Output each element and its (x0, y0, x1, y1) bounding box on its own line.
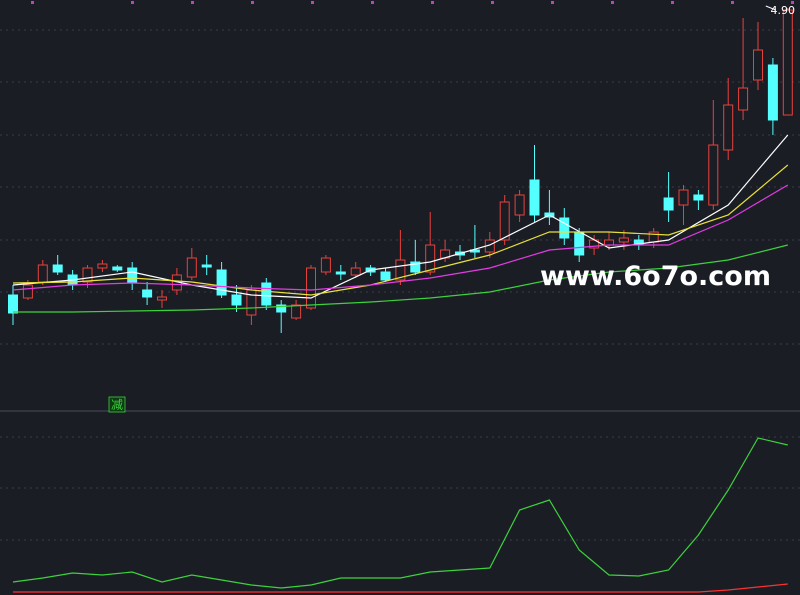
candle-body (157, 296, 167, 301)
marker-dot (491, 1, 494, 4)
candle-body (350, 267, 361, 276)
marker-dot (611, 1, 614, 4)
candle-body (782, 9, 793, 116)
candle-body (767, 64, 778, 121)
candle-body (738, 87, 749, 111)
candle-body (246, 289, 257, 316)
candle-body (663, 197, 674, 211)
marker-dot (551, 1, 554, 4)
indicator-line (12, 134, 789, 299)
candle-body (604, 239, 614, 246)
candle-body (514, 194, 525, 216)
candle-body (261, 282, 272, 306)
candle-body (559, 217, 570, 239)
candle-body (320, 257, 331, 273)
signal-box (108, 396, 126, 413)
candle-body (186, 257, 197, 278)
indicator-line (13, 244, 788, 313)
max-pointer (765, 5, 776, 11)
candle-body (201, 264, 212, 268)
max-label: 4.90 (771, 4, 796, 17)
indicator-line (13, 583, 788, 593)
plot-area: 4.90 (8, 4, 796, 593)
candle-body (723, 104, 734, 151)
candle-body (499, 201, 510, 241)
candle-body (22, 284, 33, 299)
candle-body (335, 271, 346, 275)
marker-dot (431, 1, 434, 4)
candle-body (529, 179, 540, 216)
marker-dot (251, 1, 254, 4)
candle-body (37, 264, 48, 283)
marker-dot (311, 1, 314, 4)
watermark: www.6o7o.com (540, 261, 771, 292)
candle-body (276, 304, 287, 313)
marker-dot (31, 1, 34, 4)
candle-body (425, 244, 436, 273)
candle-body (291, 304, 302, 319)
candle-body (82, 267, 93, 283)
candle-body (216, 269, 227, 296)
candle-body (410, 261, 421, 273)
candle-body (52, 264, 63, 273)
candle-body (142, 289, 153, 298)
candle-body (112, 266, 123, 271)
candle-body (306, 267, 316, 309)
candle-body (380, 271, 391, 281)
candle-body (8, 294, 18, 314)
marker-dot (671, 1, 674, 4)
marker-dot (131, 1, 134, 4)
signal-label: 减 (111, 398, 123, 412)
candle-body (678, 189, 689, 206)
candle-body (574, 231, 585, 256)
marker-dot (371, 1, 374, 4)
marker-dot (731, 1, 734, 4)
indicator-line (12, 184, 789, 291)
marker-dot (191, 1, 194, 4)
top-markers (31, 1, 794, 4)
candle-body (97, 263, 108, 269)
marker-dot (791, 1, 794, 4)
candle-body (127, 267, 138, 283)
candle-body (753, 49, 763, 81)
indicator-line (12, 164, 789, 296)
indicator-line (12, 437, 788, 589)
candle-body (693, 194, 704, 201)
candle-body (618, 237, 629, 243)
candle-body (231, 294, 242, 306)
candle-body (708, 144, 719, 206)
candle-body (395, 259, 406, 281)
